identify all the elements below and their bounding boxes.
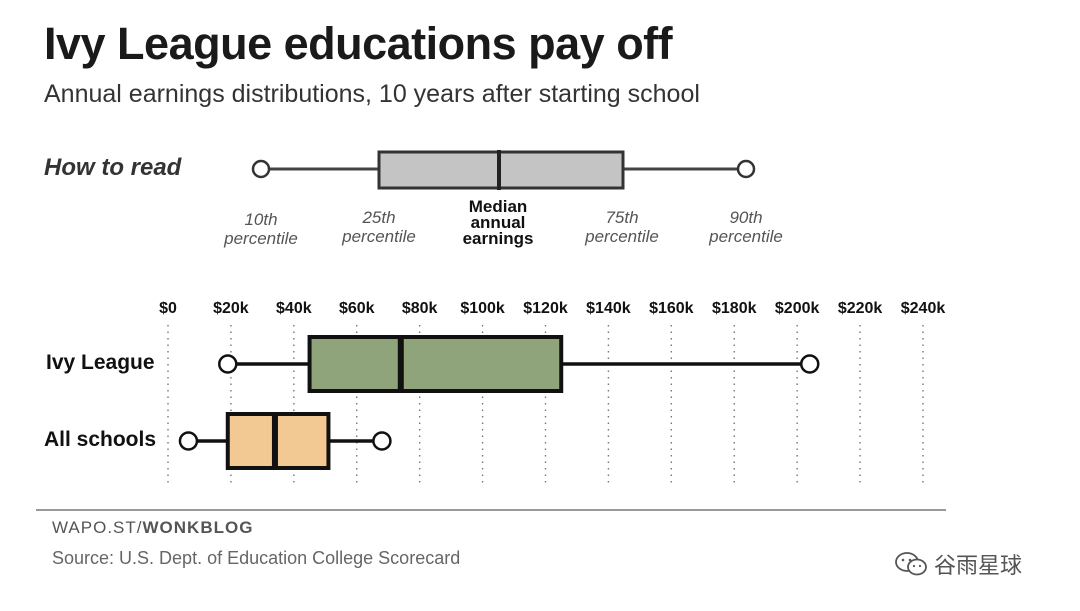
p10-marker (178, 431, 199, 451)
how-to-read-label: How to read (44, 154, 182, 181)
credit-line: WAPO.ST/WONKBLOG (52, 518, 253, 538)
axis-ticks: $0 $20k $40k $60k $80k $100k $120k $140k $160k $1… (159, 300, 945, 317)
credit-prefix: WAPO.ST/ (52, 518, 143, 537)
p10-marker (218, 354, 238, 374)
watermark: 谷雨星球 (894, 548, 1022, 580)
legend-p25-label: 25th percentile (319, 208, 439, 246)
x-tick-label: $160k (649, 300, 694, 317)
row-label-all-schools: All schools (44, 428, 157, 451)
legend-p90-line2: percentile (709, 227, 783, 246)
legend-p90-label: 90th percentile (686, 208, 806, 246)
chart-title: Ivy League educations pay off (44, 18, 673, 69)
legend-p10-line1: 10th (244, 210, 278, 229)
legend-p75-label: 75th percentile (562, 208, 682, 246)
boxplot-ivy-league (218, 335, 820, 393)
x-tick-label: $240k (901, 300, 946, 317)
legend-p25-line2: percentile (342, 227, 416, 246)
legend-median-label: Median annual earnings (438, 197, 558, 248)
watermark-text: 谷雨星球 (934, 553, 1023, 578)
x-tick-label: $120k (523, 300, 568, 317)
source-note: Source: U.S. Dept. of Education College … (52, 548, 461, 568)
legend-median-line2: annual (470, 213, 526, 232)
legend-p75-line1: 75th (605, 208, 639, 227)
x-tick-label: $60k (339, 300, 375, 317)
x-tick-label: $40k (276, 300, 312, 317)
legend-p90-line1: 90th (729, 208, 763, 227)
row-label-ivy-league: Ivy League (46, 351, 155, 374)
legend-boxplot (251, 150, 756, 190)
legend-p75-line2: percentile (585, 227, 659, 246)
legend-median-line1: Median (468, 197, 528, 216)
wechat-icon (895, 552, 927, 576)
footer-divider (36, 509, 946, 511)
x-tick-label: $220k (838, 300, 883, 317)
x-tick-label: $140k (586, 300, 631, 317)
chart-subtitle: Annual earnings distributions, 10 years … (44, 80, 700, 108)
boxplot-all-schools (178, 412, 392, 470)
x-tick-label: $100k (460, 300, 505, 317)
p90-marker (800, 354, 820, 374)
legend-median-line3: earnings (462, 229, 534, 248)
iqr-box (307, 335, 564, 393)
x-tick-label: $0 (159, 300, 177, 317)
iqr-box (225, 412, 331, 470)
legend-p10-label: 10th percentile (201, 210, 321, 248)
x-tick-label: $20k (213, 300, 249, 317)
p90-marker (372, 431, 392, 451)
credit-bold: WONKBLOG (142, 518, 254, 537)
legend-p10-marker (251, 159, 271, 179)
x-tick-label: $180k (712, 300, 757, 317)
legend-p25-line1: 25th (362, 208, 396, 227)
x-tick-label: $200k (775, 300, 820, 317)
legend-p10-line2: percentile (224, 229, 298, 248)
x-tick-label: $80k (402, 300, 438, 317)
legend-p90-marker (736, 159, 756, 179)
boxplots (178, 335, 820, 470)
